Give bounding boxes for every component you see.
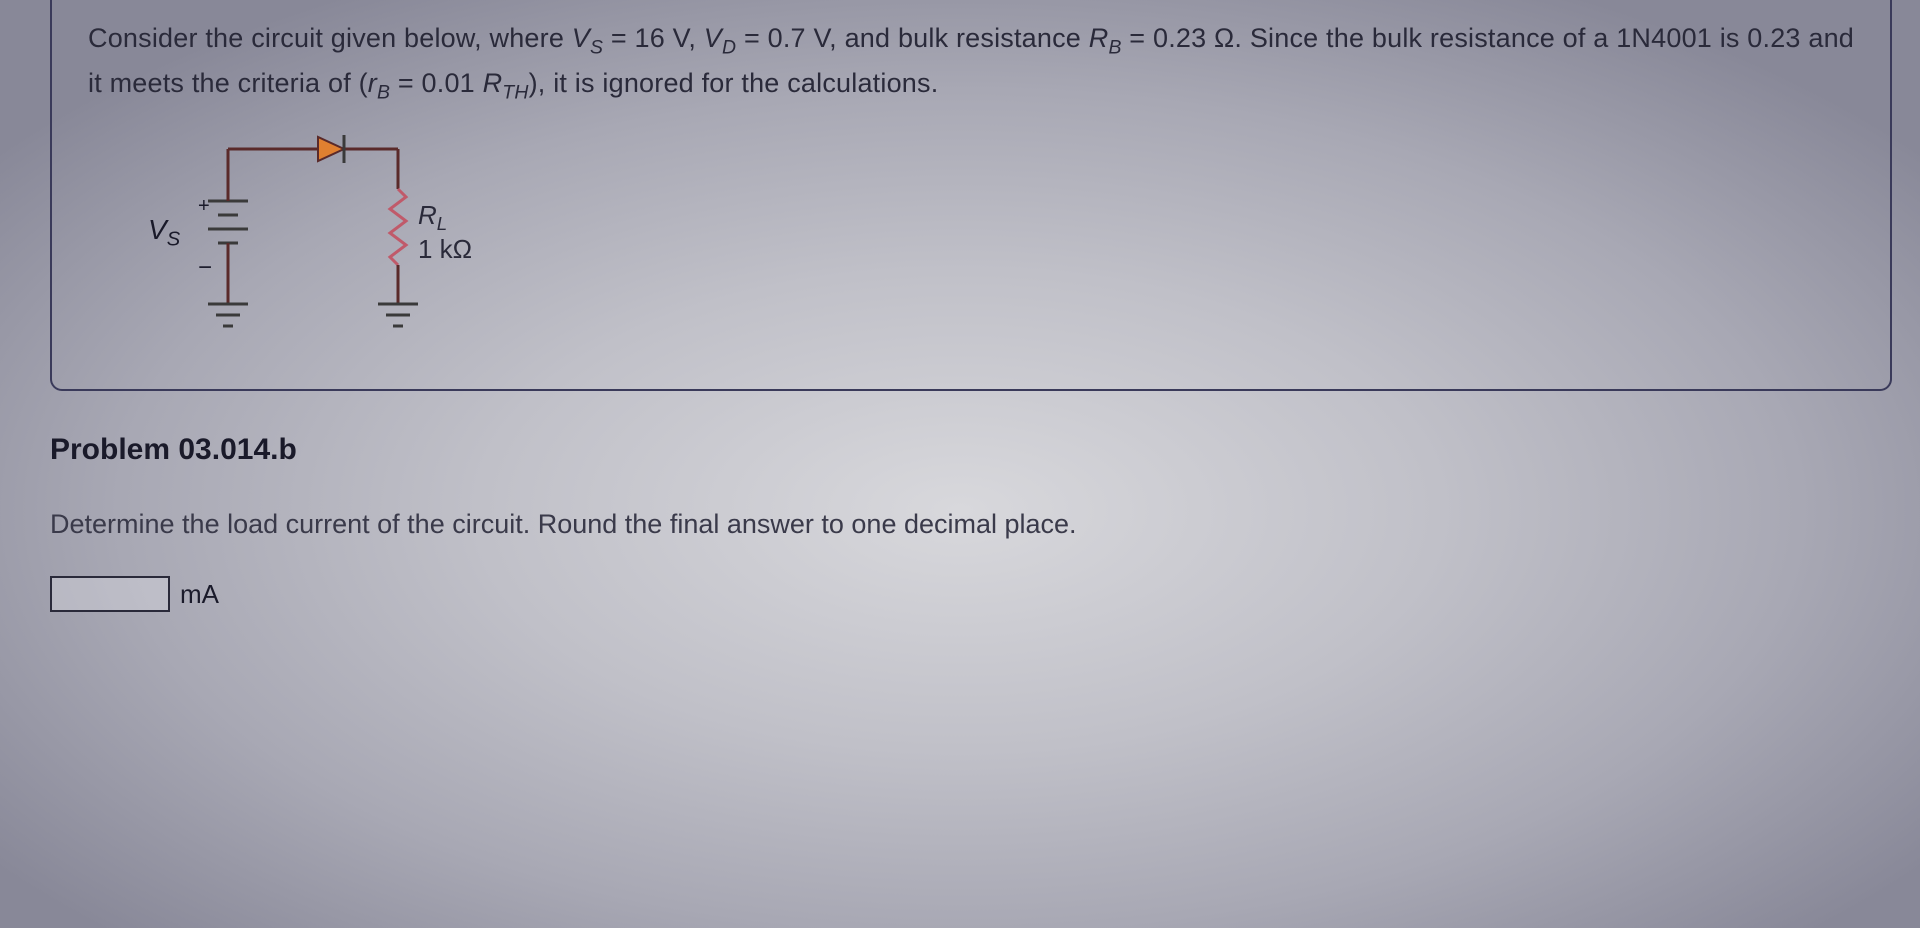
rb-sub: B xyxy=(1108,36,1121,58)
vs-eq: = 16 V, xyxy=(603,23,704,53)
ground-left-icon xyxy=(208,304,248,326)
circuit-diagram: VS + − RL 1 kΩ xyxy=(148,129,568,359)
rl-label: RL 1 kΩ xyxy=(418,201,472,265)
q-pre: Consider the circuit given below, where xyxy=(88,23,572,53)
rth-sub: TH xyxy=(502,81,528,103)
problem-instruction: Determine the load current of the circui… xyxy=(50,509,1870,540)
rl-sub: L xyxy=(437,213,447,234)
circuit-svg xyxy=(148,129,568,359)
answer-row: mA xyxy=(50,576,1870,612)
answer-section: Problem 03.014.b Determine the load curr… xyxy=(50,433,1870,612)
answer-unit: mA xyxy=(180,579,219,610)
question-text: Consider the circuit given below, where … xyxy=(88,18,1854,107)
vs-label: VS xyxy=(148,214,180,252)
rb2-eq: = 0.01 xyxy=(390,68,482,98)
rth-tail: ), it is ignored for the calculations. xyxy=(529,68,939,98)
vd-sub: D xyxy=(722,36,736,58)
rb2-sub: B xyxy=(377,81,390,103)
vs-label-sym: V xyxy=(148,214,167,245)
answer-input[interactable] xyxy=(50,576,170,612)
problem-title: Problem 03.014.b xyxy=(50,433,1870,467)
voltage-source-icon xyxy=(208,201,248,243)
diode-icon xyxy=(318,135,344,163)
ground-right-icon xyxy=(378,304,418,326)
rth-symbol: R xyxy=(483,68,503,98)
vs-sub: S xyxy=(590,36,603,58)
minus-label: − xyxy=(198,254,212,282)
vd-symbol: V xyxy=(704,23,722,53)
question-panel: Consider the circuit given below, where … xyxy=(50,0,1892,391)
rb2-symbol: r xyxy=(368,68,377,98)
vs-label-sub: S xyxy=(167,229,180,251)
vs-symbol: V xyxy=(572,23,590,53)
rl-value: 1 kΩ xyxy=(418,234,472,264)
plus-label: + xyxy=(198,195,210,218)
vd-eq: = 0.7 V, and bulk resistance xyxy=(736,23,1088,53)
rb-symbol: R xyxy=(1089,23,1109,53)
rl-sym: R xyxy=(418,200,437,230)
